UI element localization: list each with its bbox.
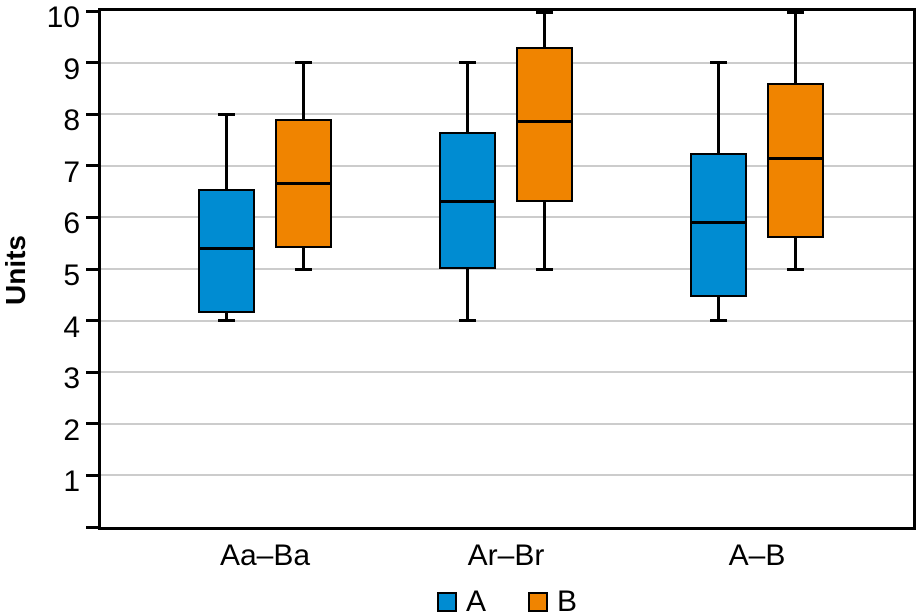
gridline-7 — [101, 164, 913, 167]
x-category-label-2: Ar–Br — [467, 539, 545, 572]
box-A-3 — [690, 152, 747, 298]
gridline-4 — [101, 319, 913, 322]
whisker-cap-max-A-1 — [218, 112, 235, 116]
x-category-label-1: Aa–Ba — [219, 539, 311, 572]
median-B-3 — [767, 156, 824, 160]
gridline-9 — [101, 61, 913, 64]
box-B-3 — [767, 83, 824, 239]
y-tick-7 — [86, 164, 100, 168]
y-tick-3 — [86, 370, 100, 374]
gridline-6 — [101, 216, 913, 219]
legend-label-series-a: A — [465, 585, 486, 615]
median-B-2 — [516, 120, 573, 124]
whisker-cap-max-B-3 — [787, 11, 804, 14]
whisker-cap-max-B-1 — [295, 61, 312, 65]
legend: A B — [101, 585, 913, 615]
median-B-1 — [275, 182, 332, 186]
whisker-cap-max-A-2 — [459, 61, 476, 65]
gridline-2 — [101, 422, 913, 425]
legend-swatch-series-a — [436, 592, 457, 612]
y-tick-label-9: 9 — [63, 52, 80, 86]
y-tick-label-4: 4 — [63, 310, 80, 344]
gridline-3 — [101, 371, 913, 374]
y-tick-label-7: 7 — [63, 155, 80, 189]
whisker-cap-max-A-3 — [710, 61, 727, 65]
median-A-1 — [198, 246, 255, 250]
whisker-cap-min-A-1 — [218, 319, 235, 323]
y-tick-8 — [86, 112, 100, 116]
y-tick-label-10: 10 — [46, 1, 80, 34]
gridline-5 — [101, 268, 913, 270]
whisker-cap-min-A-3 — [710, 319, 727, 323]
median-A-2 — [439, 200, 496, 204]
y-tick-5 — [86, 267, 100, 271]
median-A-3 — [690, 221, 747, 225]
whisker-cap-max-B-2 — [536, 11, 553, 14]
y-tick-label-3: 3 — [63, 362, 80, 396]
gridline-1 — [101, 474, 913, 477]
box-B-2 — [516, 47, 573, 202]
y-tick-4 — [86, 319, 100, 323]
x-category-label-3: A–B — [728, 539, 786, 572]
y-tick-0 — [86, 525, 100, 529]
y-tick-label-1: 1 — [63, 465, 80, 499]
y-tick-1 — [86, 473, 100, 477]
y-tick-label-2: 2 — [63, 413, 80, 447]
gridline-8 — [101, 113, 913, 116]
whisker-cap-min-B-2 — [536, 267, 553, 271]
y-tick-label-6: 6 — [63, 207, 80, 241]
plot-area — [86, 8, 916, 530]
y-tick-label-5: 5 — [63, 259, 80, 292]
legend-swatch-series-b — [528, 592, 548, 612]
y-tick-10 — [86, 9, 100, 13]
whisker-cap-min-B-1 — [295, 267, 312, 271]
y-tick-2 — [86, 422, 100, 426]
box-A-1 — [198, 189, 255, 313]
y-tick-9 — [86, 61, 100, 65]
whisker-cap-min-B-3 — [787, 267, 804, 271]
whisker-cap-min-A-2 — [459, 319, 476, 323]
y-tick-label-8: 8 — [63, 104, 80, 138]
y-tick-6 — [86, 215, 100, 219]
legend-label-series-b: B — [557, 585, 578, 615]
